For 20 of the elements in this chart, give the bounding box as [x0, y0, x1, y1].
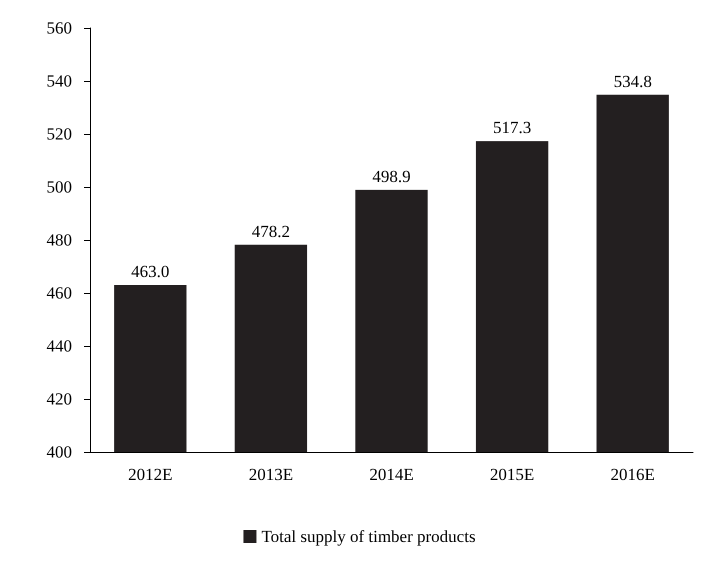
y-tick-label: 460: [46, 284, 72, 302]
y-tick-label: 560: [46, 18, 72, 38]
x-tick-label: 2014E: [369, 465, 414, 484]
x-tick-label: 2015E: [490, 465, 534, 484]
x-tick-label: 2012E: [128, 465, 172, 484]
y-tick-label: 440: [46, 336, 72, 356]
y-tick-label: 480: [46, 230, 72, 250]
x-tick-label: 2016E: [610, 465, 655, 484]
data-label: 478.2: [252, 222, 290, 241]
y-tick-label: 500: [46, 178, 72, 196]
data-label: 498.9: [372, 166, 411, 186]
data-label: 534.8: [614, 72, 652, 91]
data-label: 463.0: [131, 262, 170, 282]
x-tick-label: 2013E: [248, 465, 294, 484]
data-label: 517.3: [492, 118, 532, 138]
y-tick-label: 420: [46, 390, 72, 408]
y-tick-label: 520: [46, 124, 72, 144]
y-tick-label: 400: [46, 442, 72, 462]
legend-label: Total supply of timber products: [261, 527, 476, 546]
y-tick-label: 540: [46, 72, 72, 90]
